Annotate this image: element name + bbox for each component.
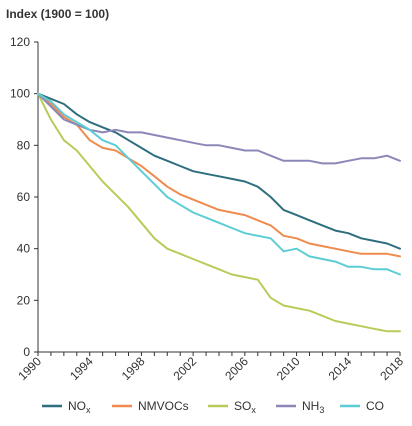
legend-item-nmvocs: NMVOCs [112, 399, 189, 413]
x-tick-label: 1990 [15, 354, 44, 383]
legend-label: NMVOCs [138, 399, 189, 413]
y-tick-label: 60 [17, 190, 31, 204]
legend-item-sox: SOx [208, 399, 256, 415]
x-tick-label: 1998 [119, 354, 148, 383]
chart-title: Index (1900 = 100) [6, 7, 109, 21]
legend-label: NH3 [302, 399, 324, 415]
legend-item-nh3: NH3 [276, 399, 324, 415]
y-tick-label: 0 [23, 345, 30, 359]
series-layer [37, 92, 401, 333]
axis-layer: 0 20 40 60 80 100 120 1990 1994 1998 2002 2006 2010 2… [10, 35, 406, 383]
x-tick-label: 2010 [274, 354, 303, 383]
y-tick-label: 20 [17, 293, 31, 307]
legend-label: CO [366, 399, 384, 413]
x-tick-label: 2002 [170, 354, 199, 383]
legend: NOx NMVOCs SOx NH3 CO [42, 399, 384, 415]
series-line-sox [37, 92, 401, 333]
series-line-nmvocs [37, 92, 401, 258]
y-tick-label: 80 [17, 138, 31, 152]
legend-item-co: CO [340, 399, 384, 413]
y-tick-label: 40 [17, 242, 31, 256]
x-tick-label: 1994 [67, 354, 96, 383]
series-line-nox [37, 92, 401, 250]
x-tick-label: 2006 [222, 354, 251, 383]
y-tick-label: 100 [10, 87, 30, 101]
series-line-co [37, 92, 401, 276]
legend-item-nox: NOx [42, 399, 91, 415]
legend-label: SOx [234, 399, 256, 415]
x-tick-label: 2018 [377, 354, 406, 383]
series-line-nh3 [37, 92, 401, 165]
x-tick-label: 2014 [326, 354, 355, 383]
legend-label: NOx [68, 399, 91, 415]
y-tick-label: 120 [10, 35, 30, 49]
